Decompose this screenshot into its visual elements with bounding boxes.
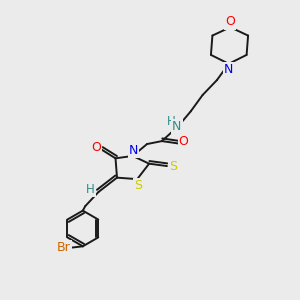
Text: N: N	[129, 143, 138, 157]
Text: O: O	[91, 140, 101, 154]
Text: N: N	[172, 120, 182, 133]
Text: H: H	[167, 115, 175, 128]
Text: O: O	[225, 15, 235, 28]
Text: O: O	[178, 136, 188, 148]
Text: S: S	[169, 160, 177, 172]
Text: H: H	[86, 183, 94, 196]
Text: N: N	[224, 63, 233, 76]
Text: Br: Br	[57, 241, 70, 254]
Text: S: S	[134, 179, 142, 192]
